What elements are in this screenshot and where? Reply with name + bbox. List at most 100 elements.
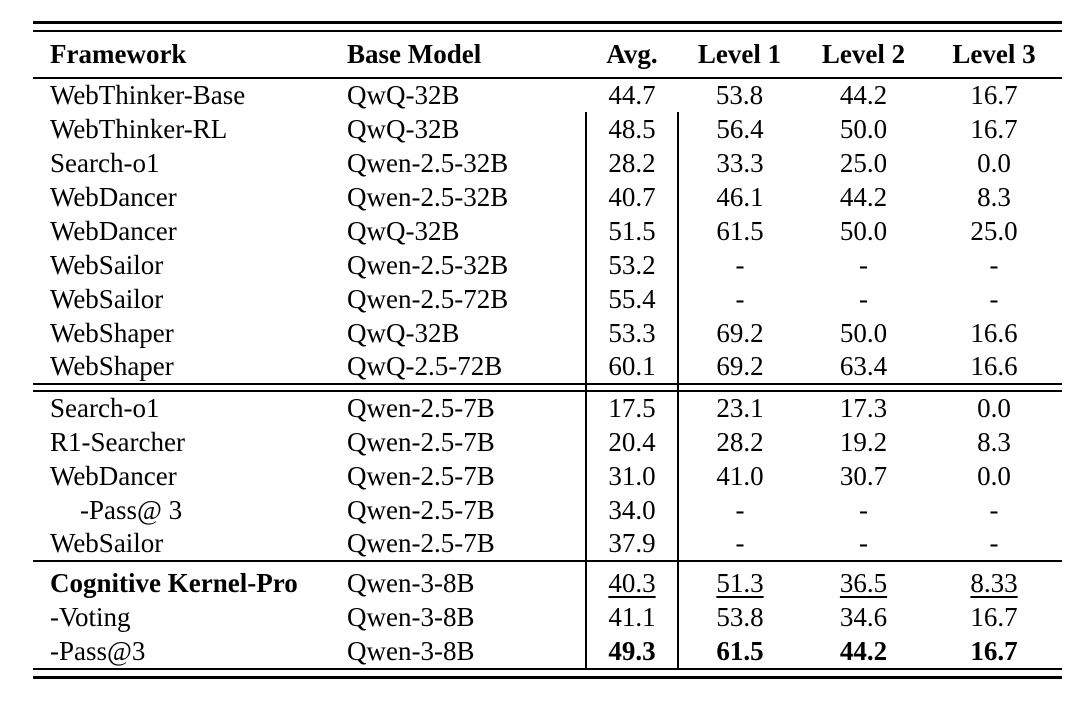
rule-segment (801, 560, 926, 566)
framework-cell: R1-Searcher (50, 426, 185, 457)
rule-segment (585, 383, 679, 392)
rule-segment (585, 560, 679, 566)
framework-cell: WebSailor (50, 283, 164, 314)
level-3-cell: 0.0 (977, 393, 1011, 423)
table-row: -Pass@ 3 Qwen-2.5-7B 34.0 - - - (33, 493, 1062, 527)
level-1-cell: 61.5 (716, 215, 764, 246)
rule-segment (33, 560, 347, 566)
level-2-cell: 19.2 (839, 426, 888, 457)
framework-cell: -Pass@ 3 (80, 494, 183, 525)
framework-cell: WebShaper (50, 317, 174, 348)
avg-cell: 40.3 (585, 566, 679, 600)
avg-cell: 55.4 (585, 282, 679, 316)
framework-cell: WebShaper (50, 351, 174, 381)
level-2-cell: - (859, 528, 868, 558)
section-single-rule (33, 560, 1062, 566)
framework-cell: WebDancer (50, 460, 177, 491)
table-row: WebThinker-RL QwQ-32B 48.5 56.4 50.0 16.7 (33, 112, 1062, 146)
table-row: WebShaper QwQ-2.5-72B 60.1 69.2 63.4 16.6 (33, 350, 1062, 384)
table-row: WebDancer QwQ-32B 51.5 61.5 50.0 25.0 (33, 214, 1062, 248)
level-3-cell: 8.3 (977, 181, 1011, 212)
column-header-level-2: Level 2 (801, 32, 926, 79)
level-1-cell: 61.5 (716, 635, 764, 666)
table-row: -Voting Qwen-3-8B 41.1 53.8 34.6 16.7 (33, 600, 1062, 634)
table-row: WebSailor Qwen-2.5-32B 53.2 - - - (33, 248, 1062, 282)
framework-cell: Cognitive Kernel-Pro (50, 567, 298, 598)
rule-segment (926, 560, 1062, 566)
level-1-cell: 33.3 (716, 147, 764, 178)
avg-cell: 60.1 (585, 350, 679, 384)
section-double-rule (33, 383, 1062, 392)
base-model-cell: QwQ-32B (347, 317, 460, 348)
level-2-cell: 17.3 (839, 393, 888, 423)
level-2-cell: 50.0 (839, 215, 888, 246)
level-2-cell: 44.2 (839, 635, 888, 666)
table-row: WebSailor Qwen-2.5-7B 37.9 - - - (33, 527, 1062, 561)
rule-segment (678, 383, 801, 392)
level-3-cell: - (989, 283, 999, 314)
level-1-cell: 56.4 (716, 113, 764, 144)
framework-cell: WebThinker-Base (50, 80, 246, 110)
level-1-cell: 46.1 (716, 181, 764, 212)
base-model-cell: Qwen-2.5-32B (347, 181, 509, 212)
level-1-cell: 51.3 (716, 567, 764, 598)
results-table: Framework Base Model Avg. Level 1 Level … (33, 21, 1062, 679)
framework-cell: WebSailor (50, 249, 164, 280)
base-model-cell: Qwen-2.5-7B (347, 494, 495, 525)
level-3-cell: 16.7 (970, 113, 1018, 144)
level-1-cell: 69.2 (716, 351, 764, 381)
rule-segment (926, 383, 1062, 392)
level-3-cell: 25.0 (970, 215, 1018, 246)
avg-cell: 28.2 (585, 146, 679, 180)
level-1-cell: 53.8 (716, 601, 764, 632)
avg-cell: 51.5 (585, 214, 679, 248)
table-row: Cognitive Kernel-Pro Qwen-3-8B 40.3 51.3 36.… (33, 566, 1062, 600)
level-1-cell: 69.2 (716, 317, 764, 348)
base-model-cell: Qwen-2.5-72B (347, 283, 509, 314)
top-double-rule (33, 21, 1062, 32)
level-3-cell: 0.0 (977, 147, 1011, 178)
level-2-cell: 63.4 (839, 351, 888, 381)
avg-cell: 53.3 (585, 316, 679, 350)
base-model-cell: Qwen-3-8B (347, 601, 475, 632)
column-header-base-model: Base Model (347, 32, 586, 79)
framework-cell: Search-o1 (50, 147, 160, 178)
avg-cell: 44.7 (608, 80, 656, 110)
table-row: Search-o1 Qwen-2.5-7B 17.5 23.1 17.3 0.0 (33, 391, 1062, 425)
column-header-level-1: Level 1 (678, 32, 801, 79)
avg-cell: 34.0 (585, 493, 679, 527)
rule-segment (33, 383, 347, 392)
level-1-cell: - (735, 283, 745, 314)
base-model-cell: Qwen-2.5-32B (347, 147, 509, 178)
table-row: R1-Searcher Qwen-2.5-7B 20.4 28.2 19.2 8.3 (33, 425, 1062, 459)
level-3-cell: 16.6 (970, 317, 1018, 348)
level-1-cell: 28.2 (716, 426, 764, 457)
results-table-body: WebThinker-Base QwQ-32B 44.7 53.8 44.2 16.7 We… (33, 78, 1062, 668)
table-row: Search-o1 Qwen-2.5-32B 28.2 33.3 25.0 0.0 (33, 146, 1062, 180)
base-model-cell: Qwen-3-8B (347, 635, 475, 666)
level-2-cell: - (859, 283, 868, 314)
table-row: WebSailor Qwen-2.5-72B 55.4 - - - (33, 282, 1062, 316)
base-model-cell: QwQ-32B (347, 80, 460, 110)
table-row: WebDancer Qwen-2.5-7B 31.0 41.0 30.7 0.0 (33, 459, 1062, 493)
avg-cell: 37.9 (585, 527, 679, 561)
base-model-cell: Qwen-3-8B (347, 567, 475, 598)
base-model-cell: Qwen-2.5-7B (347, 460, 495, 491)
level-2-cell: 25.0 (839, 147, 888, 178)
base-model-cell: QwQ-32B (347, 215, 460, 246)
level-3-cell: 16.7 (970, 80, 1018, 110)
column-header-avg: Avg. (586, 32, 678, 79)
level-1-cell: 53.8 (715, 80, 764, 110)
benchmark-table: Framework Base Model Avg. Level 1 Level … (33, 32, 1062, 668)
level-3-cell: - (989, 249, 999, 280)
level-2-cell: 34.6 (839, 601, 888, 632)
framework-cell: WebThinker-RL (50, 113, 228, 144)
level-3-cell: 16.7 (970, 635, 1018, 666)
framework-cell: Search-o1 (50, 393, 160, 423)
rule-segment (347, 383, 586, 392)
level-3-cell: 8.33 (970, 567, 1018, 598)
level-3-cell: 8.3 (977, 426, 1011, 457)
base-model-cell: Qwen-2.5-7B (347, 528, 495, 558)
level-3-cell: - (989, 494, 999, 525)
level-2-cell: 44.2 (839, 181, 888, 212)
